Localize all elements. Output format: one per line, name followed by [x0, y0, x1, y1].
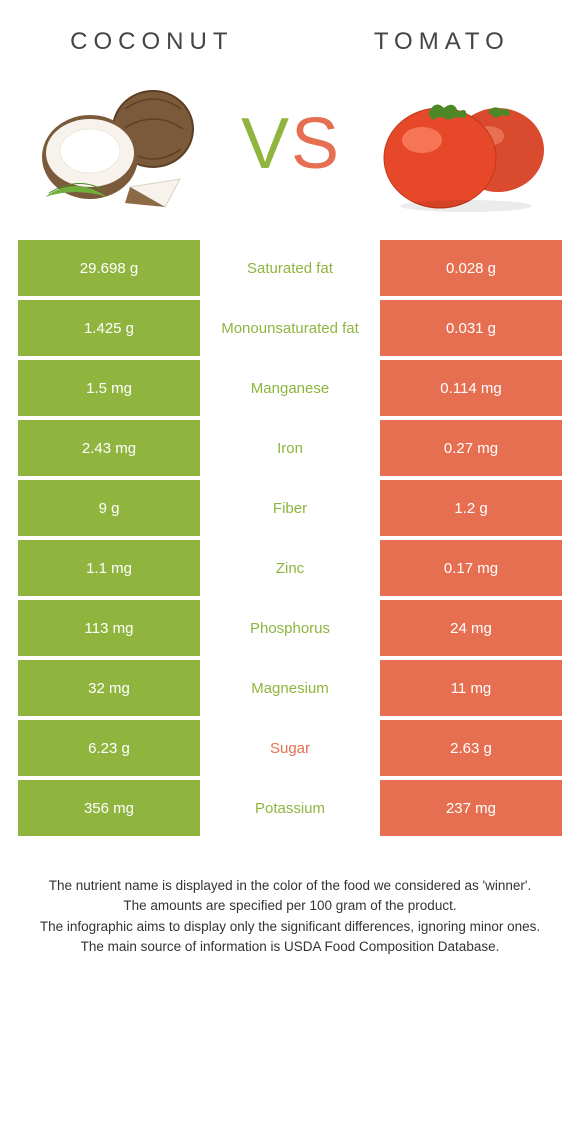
nutrient-label: Sugar [200, 720, 380, 776]
comparison-table: 29.698 gSaturated fat0.028 g1.425 gMonou… [18, 240, 562, 836]
nutrient-label: Saturated fat [200, 240, 380, 296]
left-title: COCONUT [70, 28, 233, 56]
table-row: 1.425 gMonounsaturated fat0.031 g [18, 300, 562, 356]
table-row: 1.5 mgManganese0.114 mg [18, 360, 562, 416]
nutrient-label: Monounsaturated fat [200, 300, 380, 356]
footnote-line: The nutrient name is displayed in the co… [30, 876, 550, 896]
nutrient-label: Potassium [200, 780, 380, 836]
table-row: 356 mgPotassium237 mg [18, 780, 562, 836]
right-value: 2.63 g [380, 720, 562, 776]
left-value: 29.698 g [18, 240, 200, 296]
nutrient-label: Iron [200, 420, 380, 476]
right-value: 24 mg [380, 600, 562, 656]
left-value: 9 g [18, 480, 200, 536]
right-value: 11 mg [380, 660, 562, 716]
titles-row: COCONUT TOMATO [0, 0, 580, 74]
footnote-line: The amounts are specified per 100 gram o… [30, 896, 550, 916]
right-value: 0.114 mg [380, 360, 562, 416]
footnote-line: The infographic aims to display only the… [30, 917, 550, 937]
coconut-image [30, 74, 210, 214]
table-row: 1.1 mgZinc0.17 mg [18, 540, 562, 596]
right-value: 0.17 mg [380, 540, 562, 596]
right-value: 0.031 g [380, 300, 562, 356]
table-row: 2.43 mgIron0.27 mg [18, 420, 562, 476]
nutrient-label: Phosphorus [200, 600, 380, 656]
vs-v-letter: V [241, 108, 289, 180]
table-row: 6.23 gSugar2.63 g [18, 720, 562, 776]
right-value: 1.2 g [380, 480, 562, 536]
hero-row: V S [0, 74, 580, 240]
left-value: 1.5 mg [18, 360, 200, 416]
left-value: 2.43 mg [18, 420, 200, 476]
left-value: 32 mg [18, 660, 200, 716]
left-value: 6.23 g [18, 720, 200, 776]
left-value: 1.425 g [18, 300, 200, 356]
nutrient-label: Zinc [200, 540, 380, 596]
right-value: 237 mg [380, 780, 562, 836]
nutrient-label: Magnesium [200, 660, 380, 716]
left-value: 113 mg [18, 600, 200, 656]
nutrient-label: Manganese [200, 360, 380, 416]
vs-s-letter: S [291, 108, 339, 180]
left-value: 1.1 mg [18, 540, 200, 596]
table-row: 32 mgMagnesium11 mg [18, 660, 562, 716]
table-row: 113 mgPhosphorus24 mg [18, 600, 562, 656]
left-value: 356 mg [18, 780, 200, 836]
footnote-line: The main source of information is USDA F… [30, 937, 550, 957]
right-title: TOMATO [374, 28, 510, 56]
footnotes: The nutrient name is displayed in the co… [30, 876, 550, 957]
table-row: 9 gFiber1.2 g [18, 480, 562, 536]
right-value: 0.27 mg [380, 420, 562, 476]
right-value: 0.028 g [380, 240, 562, 296]
table-row: 29.698 gSaturated fat0.028 g [18, 240, 562, 296]
tomato-image [370, 74, 550, 214]
nutrient-label: Fiber [200, 480, 380, 536]
vs-label: V S [241, 108, 339, 180]
